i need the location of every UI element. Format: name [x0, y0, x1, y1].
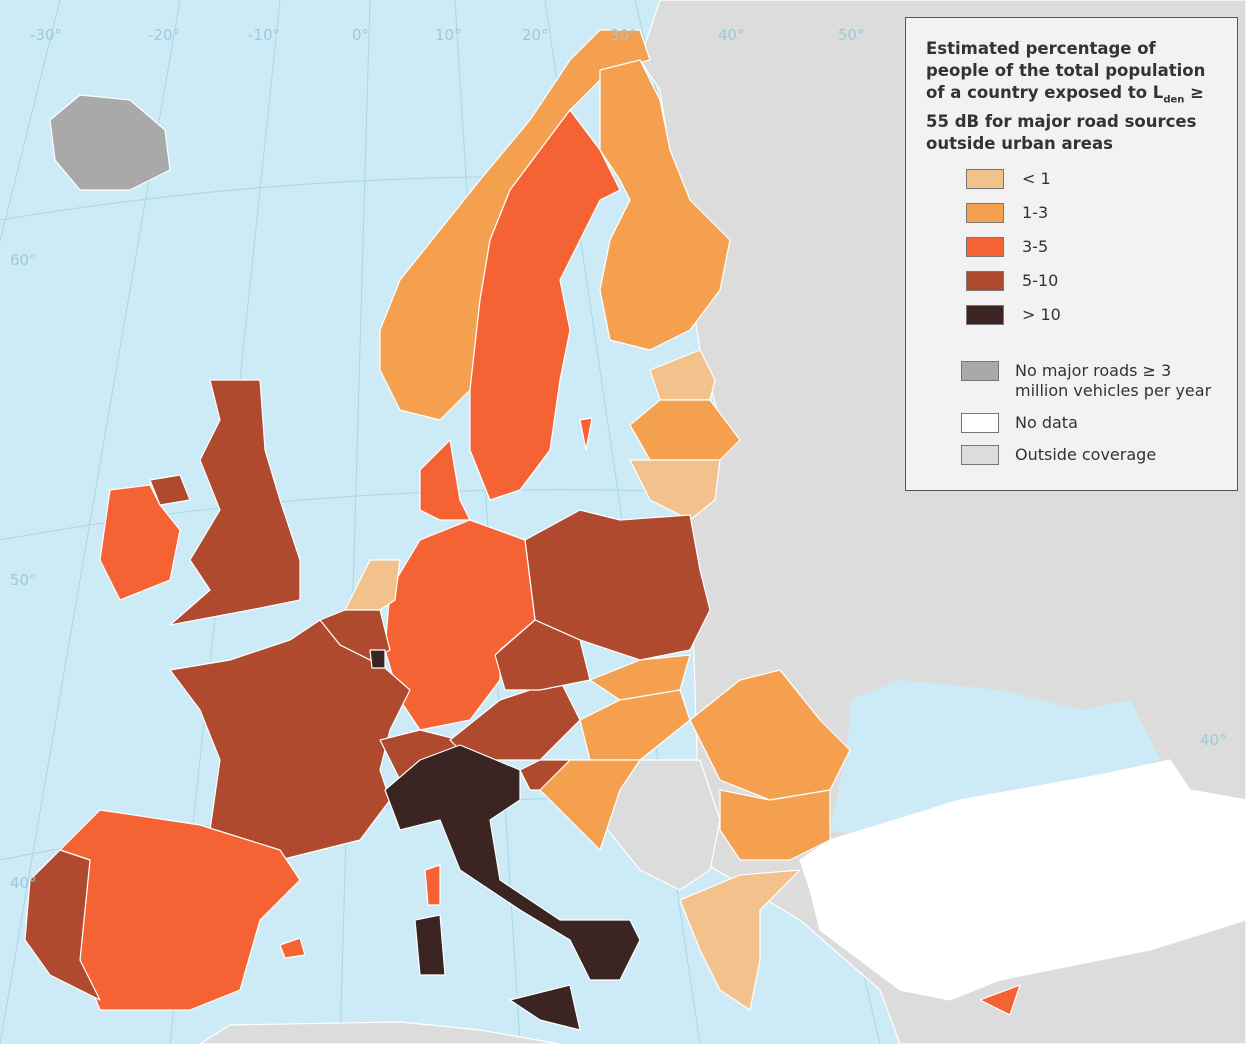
legend-swatch [966, 271, 1004, 292]
graticule-label: 50° [10, 571, 37, 589]
lithuania [629, 459, 721, 521]
balearics [279, 937, 306, 959]
luxembourg [369, 649, 386, 669]
norway [379, 29, 651, 421]
legend-label: 5-10 [1022, 271, 1059, 291]
legend: Estimated percentage of people of the to… [905, 17, 1238, 491]
legend-label: No major roads ≥ 3 million vehicles per … [1015, 361, 1212, 401]
greece [679, 869, 801, 1011]
legend-item: Outside coverage [926, 445, 1221, 477]
estonia [649, 349, 716, 401]
legend-label: 1-3 [1022, 203, 1049, 223]
legend-item: > 10 [966, 305, 1221, 339]
north-africa [199, 1021, 561, 1044]
corsica [424, 864, 441, 906]
graticule-label: -10° [248, 26, 280, 44]
gotland [579, 417, 593, 451]
ireland [99, 484, 181, 601]
graticule-line [339, 0, 371, 1044]
graticule-label: 10° [435, 26, 462, 44]
legend-item: No data [926, 413, 1221, 445]
legend-title: Estimated percentage of people of the to… [926, 38, 1221, 155]
graticule-label: -20° [148, 26, 180, 44]
united-kingdom [169, 379, 301, 626]
graticule-label: 40° [718, 26, 745, 44]
finland [599, 59, 731, 351]
portugal [24, 849, 101, 1001]
legend-classes: < 1 1-3 3-5 5-10 > 10 [926, 169, 1221, 339]
legend-label: Outside coverage [1015, 445, 1157, 465]
legend-swatch [966, 237, 1004, 258]
legend-swatch [966, 169, 1004, 190]
slovakia [589, 654, 691, 701]
legend-swatch [966, 305, 1004, 326]
sardinia [414, 914, 446, 976]
hungary [579, 689, 691, 761]
legend-item: < 1 [966, 169, 1221, 203]
legend-swatch [961, 361, 999, 382]
legend-item: No major roads ≥ 3 million vehicles per … [926, 361, 1221, 413]
graticule-label: 60° [10, 251, 37, 269]
iceland [49, 94, 171, 191]
legend-label: < 1 [1022, 169, 1051, 189]
graticule-label: 50° [838, 26, 865, 44]
legend-other: No major roads ≥ 3 million vehicles per … [926, 361, 1221, 477]
bulgaria [719, 789, 831, 861]
legend-swatch [961, 413, 999, 434]
legend-swatch [961, 445, 999, 466]
graticule-label: 30° [610, 26, 637, 44]
croatia [539, 759, 641, 851]
turkey [799, 759, 1246, 1001]
graticule-label: 20° [522, 26, 549, 44]
title-text: ≥ 55 dB for major road sources outside u… [926, 83, 1204, 154]
title-subscript: den [1163, 94, 1185, 106]
sicily [509, 984, 581, 1031]
graticule-line [454, 0, 521, 1044]
cyprus [979, 984, 1021, 1016]
graticule-line [0, 0, 61, 243]
legend-item: 5-10 [966, 271, 1221, 305]
graticule-label: 40° [1200, 731, 1227, 749]
legend-label: > 10 [1022, 305, 1061, 325]
graticule-labels: -30° -20° -10° 0° 10° 20° 30° 40° 50° 60° 50° 40° 40… [10, 26, 1227, 892]
black-sea [830, 680, 1160, 840]
legend-swatch [966, 203, 1004, 224]
italy [384, 744, 641, 981]
graticule-label: 0° [352, 26, 369, 44]
northern-ireland [149, 474, 191, 506]
legend-label: 3-5 [1022, 237, 1049, 257]
title-text: Estimated percentage of people of the to… [926, 39, 1206, 102]
legend-label: No data [1015, 413, 1078, 433]
denmark [419, 439, 471, 521]
graticule-label: 40° [10, 874, 37, 892]
legend-item: 3-5 [966, 237, 1221, 271]
graticule-label: -30° [30, 26, 62, 44]
sweden [469, 109, 621, 501]
romania [689, 669, 851, 801]
legend-item: 1-3 [966, 203, 1221, 237]
